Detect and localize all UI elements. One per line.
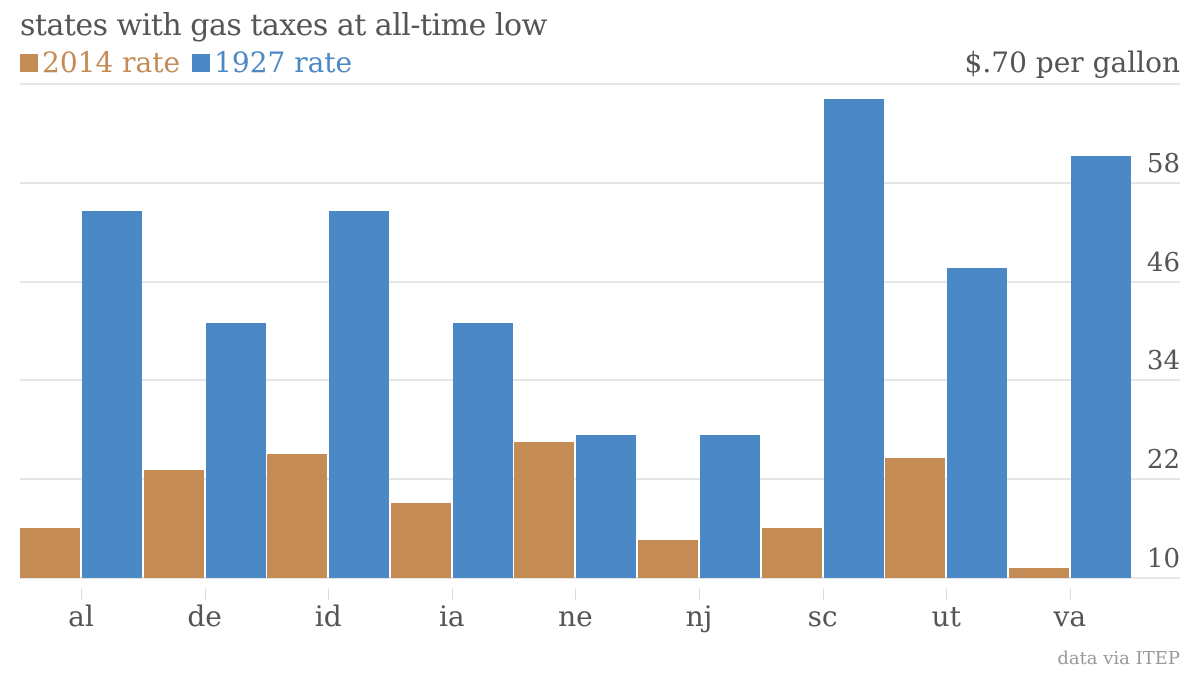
legend-swatch-1927 [192, 53, 211, 72]
bar-sc-1927 [823, 98, 884, 578]
bar-va-1927 [1070, 155, 1131, 578]
gridline [20, 280, 1180, 283]
y-tick-label: 58 [1146, 148, 1180, 179]
legend: 2014 rate 1927 rate [20, 46, 358, 79]
y-tick-label: 10 [1146, 544, 1180, 574]
bar-ia-2014 [390, 503, 451, 578]
gridline [20, 577, 1180, 579]
y-axis-unit-label: $.70 per gallon [964, 46, 1180, 79]
x-tick [81, 588, 82, 600]
gridline [20, 181, 1180, 184]
gridline [20, 379, 1180, 382]
x-tick [575, 588, 577, 600]
bar-ut-1927 [947, 267, 1008, 578]
bar-nj-1927 [700, 434, 760, 578]
bar-id-2014 [267, 453, 328, 578]
y-tick-label: 22 [1146, 445, 1180, 476]
y-tick-label: 34 [1146, 346, 1180, 377]
bar-ut-2014 [885, 457, 946, 578]
x-tick-label: ne [558, 600, 593, 633]
legend-label-1927: 1927 rate [214, 46, 353, 79]
x-tick [822, 588, 824, 600]
legend-swatch-2014 [20, 53, 38, 72]
x-tick-label: sc [807, 600, 838, 633]
bar-sc-2014 [761, 527, 822, 578]
bar-ne-2014 [514, 442, 575, 578]
bar-ia-1927 [452, 322, 513, 578]
x-tick-label: id [314, 600, 342, 633]
plot-area: 10 22 34 46 58 [20, 83, 1180, 579]
x-tick-label: al [68, 600, 94, 633]
legend-item-2014: 2014 rate [20, 46, 180, 79]
bar-id-1927 [329, 210, 390, 578]
x-tick [204, 588, 206, 600]
x-tick-label: nj [685, 600, 713, 633]
x-tick-label: ut [931, 600, 961, 633]
x-tick-label: ia [438, 600, 465, 633]
chart-title: states with gas taxes at all-time low [20, 8, 547, 43]
x-tick [699, 588, 700, 600]
bar-al-1927 [82, 210, 142, 578]
bar-de-2014 [143, 470, 204, 578]
source-note: data via ITEP [1057, 648, 1180, 669]
gridline [20, 83, 1180, 85]
x-tick-label: va [1053, 600, 1087, 633]
bar-ne-1927 [576, 434, 637, 578]
x-tick-label: de [187, 600, 222, 633]
bar-va-2014 [1008, 568, 1069, 578]
x-tick [328, 588, 330, 600]
x-tick [451, 588, 453, 600]
bar-al-2014 [20, 527, 80, 578]
legend-item-1927: 1927 rate [192, 46, 352, 79]
bar-nj-2014 [638, 540, 698, 578]
x-tick [1069, 588, 1071, 600]
x-tick [946, 588, 948, 600]
y-tick-label: 46 [1146, 247, 1180, 278]
legend-label-2014: 2014 rate [42, 46, 181, 79]
bar-de-1927 [205, 322, 266, 578]
